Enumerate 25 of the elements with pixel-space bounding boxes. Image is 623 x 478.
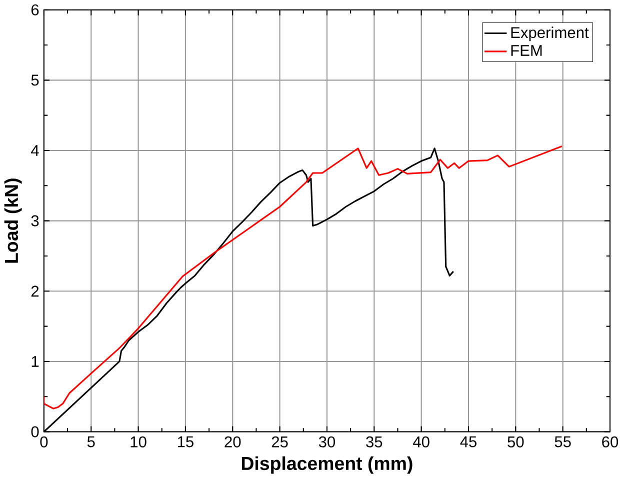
line-series — [44, 145, 563, 410]
x-tick-label: 15 — [178, 436, 194, 448]
x-tick-label: 35 — [366, 436, 382, 448]
x-tick-label: 10 — [130, 436, 146, 448]
y-tick-label: 0 — [31, 426, 39, 438]
x-tick-label: 55 — [554, 436, 571, 448]
y-axis-title: Load (kN) — [4, 178, 22, 263]
x-tick-label: 5 — [87, 436, 95, 448]
x-tick-label: 0 — [40, 436, 48, 448]
y-tick-label: 6 — [31, 4, 39, 16]
x-tick-label: 45 — [460, 436, 476, 448]
legend-label: Experiment — [511, 26, 589, 42]
y-tick-label: 5 — [31, 74, 39, 86]
y-tick-label: 4 — [31, 145, 39, 156]
legend-label: FEM — [511, 45, 542, 56]
x-tick-label: 30 — [318, 436, 336, 448]
x-tick-label: 40 — [413, 436, 430, 448]
x-axis-title: Displacement (mm) — [242, 456, 412, 474]
x-tick-label: 20 — [224, 436, 241, 448]
y-tick-label: 1 — [32, 356, 39, 367]
y-tick-label: 2 — [31, 286, 39, 297]
y-tick-label: 3 — [31, 215, 39, 226]
x-tick-label: 25 — [272, 436, 288, 448]
x-tick-label: 60 — [602, 436, 618, 448]
x-tick-label: 50 — [508, 436, 524, 448]
